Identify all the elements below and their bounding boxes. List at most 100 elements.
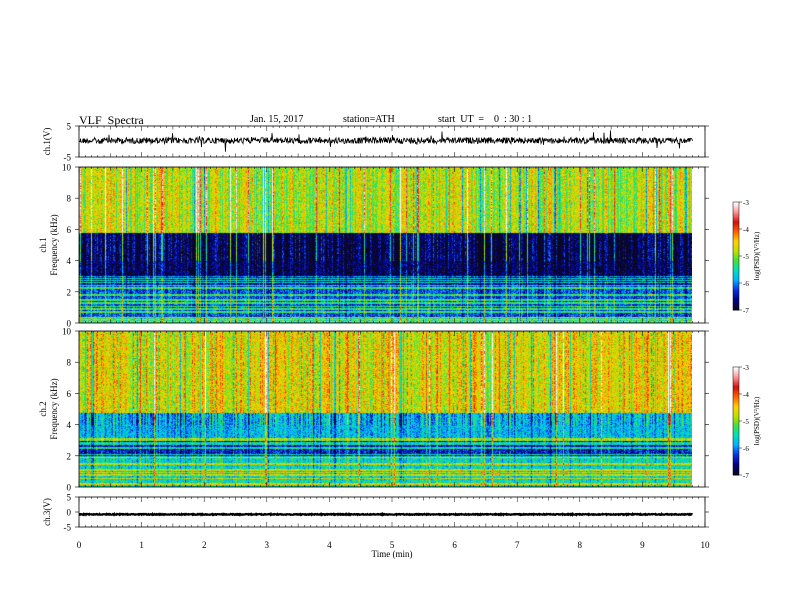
colorbar-swatch	[733, 473, 739, 476]
colorbar-swatch	[733, 453, 739, 456]
colorbar-swatch	[733, 462, 739, 465]
y-tick-label: 2	[67, 287, 72, 297]
colorbar-swatch	[733, 248, 739, 252]
waveform-trace-3	[78, 511, 693, 517]
colorbar-swatch	[733, 471, 739, 474]
colorbar-swatch	[733, 257, 739, 261]
figure-title: VLF Spectra	[79, 113, 144, 127]
colorbar-swatch	[733, 304, 739, 307]
colorbar-swatch	[733, 216, 739, 219]
colorbar-swatch	[733, 449, 739, 453]
spectrogram-image-2	[79, 331, 692, 487]
colorbar-swatch	[733, 223, 739, 226]
colorbar-swatch	[733, 376, 739, 379]
colorbar-swatch	[733, 274, 739, 277]
colorbar-swatch	[733, 211, 739, 214]
colorbar-swatch	[733, 370, 739, 373]
x-tick-label: 3	[265, 540, 270, 550]
colorbar-swatch	[733, 403, 739, 406]
spectrogram-image-1	[79, 167, 692, 323]
colorbar-swatch	[733, 433, 739, 436]
colorbar-swatch	[733, 424, 739, 427]
colorbar-tick-label: -5	[743, 253, 749, 261]
colorbar-swatch	[733, 279, 739, 282]
colorbar-swatch	[733, 467, 739, 471]
colorbar-tick-label: -3	[743, 364, 749, 372]
x-axis-label: Time (min)	[372, 549, 413, 559]
colorbar-swatch	[733, 245, 739, 248]
colorbar-swatch	[733, 404, 739, 408]
colorbar-swatch	[733, 270, 739, 273]
colorbar-swatch	[733, 247, 739, 250]
colorbar-swatch	[733, 466, 739, 469]
y-tick-label: 4	[67, 420, 72, 430]
colorbar-swatch	[733, 308, 739, 311]
colorbar-swatch	[733, 374, 739, 377]
colorbar-swatch	[733, 286, 739, 289]
colorbar-swatch	[733, 388, 739, 391]
colorbar-swatch	[733, 446, 739, 449]
colorbar-swatch	[733, 458, 739, 462]
colorbar-swatch	[733, 281, 739, 284]
colorbar-swatch	[733, 259, 739, 262]
colorbar-tick-label: -6	[743, 445, 749, 453]
colorbar-swatch	[733, 241, 739, 244]
colorbar-tick-label: -6	[743, 280, 749, 288]
y-axis-label-3: ch.3(V)	[42, 498, 52, 526]
colorbar-swatch	[733, 457, 739, 460]
colorbar-swatch	[733, 368, 739, 372]
colorbar-swatch	[733, 221, 739, 225]
colorbar-swatch	[733, 464, 739, 467]
colorbar-swatch	[733, 295, 739, 298]
y-axis-label-channel-1: ch.1	[38, 237, 48, 252]
colorbar-label-1: log(PSD)(V²/Hz)	[753, 231, 761, 280]
y-tick-label: 4	[67, 256, 72, 266]
colorbar-swatch	[733, 448, 739, 451]
colorbar-swatch	[733, 415, 739, 418]
colorbar-label-2: log(PSD)(V²/Hz)	[753, 396, 761, 445]
colorbar-swatch	[733, 430, 739, 433]
colorbar-swatch	[733, 444, 739, 447]
x-tick-label: 8	[578, 540, 583, 550]
y-tick-label: 8	[67, 358, 72, 368]
colorbar-swatch	[733, 422, 739, 426]
x-tick-label: 7	[515, 540, 520, 550]
y-axis-label-channel-2: ch.2	[38, 401, 48, 416]
colorbar-swatch	[733, 392, 739, 395]
colorbar-swatch	[733, 229, 739, 232]
x-tick-label: 6	[452, 540, 457, 550]
colorbar-swatch	[733, 266, 739, 270]
x-tick-label: 1	[139, 540, 144, 550]
colorbar-swatch	[733, 250, 739, 253]
colorbar-swatch	[733, 381, 739, 384]
colorbar-swatch	[733, 421, 739, 424]
colorbar-swatch	[733, 293, 739, 297]
colorbar-swatch	[733, 397, 739, 400]
colorbar-swatch	[733, 214, 739, 217]
colorbar-swatch	[733, 428, 739, 431]
y-tick-label: 8	[67, 194, 72, 204]
x-tick-label: 2	[202, 540, 207, 550]
colorbar-swatch	[733, 297, 739, 300]
colorbar-swatch	[733, 263, 739, 266]
colorbar-swatch	[733, 431, 739, 435]
colorbar-swatch	[733, 202, 739, 205]
y-tick-label: 2	[67, 451, 72, 461]
colorbar-swatch	[733, 238, 739, 241]
colorbar-swatch	[733, 383, 739, 386]
colorbar-swatch	[733, 252, 739, 255]
colorbar-swatch	[733, 299, 739, 302]
colorbar-swatch	[733, 218, 739, 221]
y-tick-label: 0	[67, 508, 72, 518]
y-tick-label: 0	[67, 483, 72, 493]
colorbar-swatch	[733, 386, 739, 390]
y-tick-label: 0	[67, 319, 72, 329]
x-tick-label: 9	[640, 540, 645, 550]
colorbar-swatch	[733, 239, 739, 243]
colorbar-swatch	[733, 390, 739, 393]
colorbar-swatch	[733, 212, 739, 216]
colorbar-swatch	[733, 379, 739, 382]
colorbar-swatch	[733, 469, 739, 472]
colorbar-swatch	[733, 261, 739, 264]
